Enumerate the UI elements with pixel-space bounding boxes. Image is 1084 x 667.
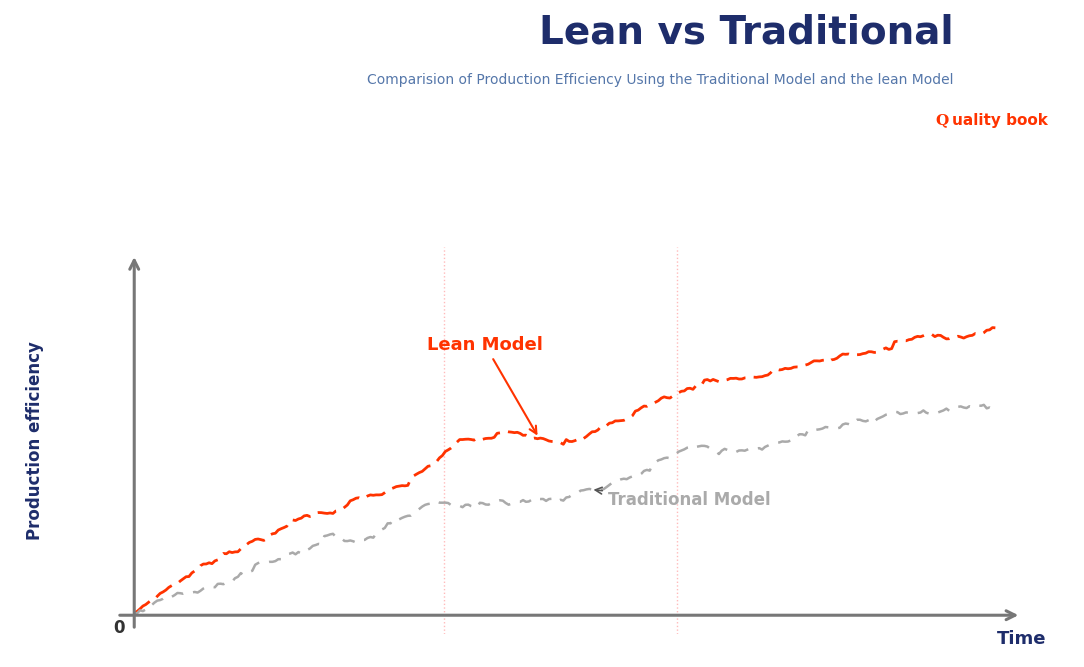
Text: Lean vs Traditional: Lean vs Traditional [540, 13, 954, 51]
Text: Q: Q [935, 113, 948, 127]
Text: 0: 0 [113, 619, 125, 637]
Text: Lean Model: Lean Model [427, 336, 543, 434]
Text: Production efficiency: Production efficiency [26, 341, 43, 540]
Text: Traditional Model: Traditional Model [595, 488, 771, 509]
Text: Time: Time [996, 630, 1046, 648]
Text: Comparision of Production Efficiency Using the Traditional Model and the lean Mo: Comparision of Production Efficiency Usi… [367, 73, 954, 87]
Text: uality book: uality book [952, 113, 1047, 128]
